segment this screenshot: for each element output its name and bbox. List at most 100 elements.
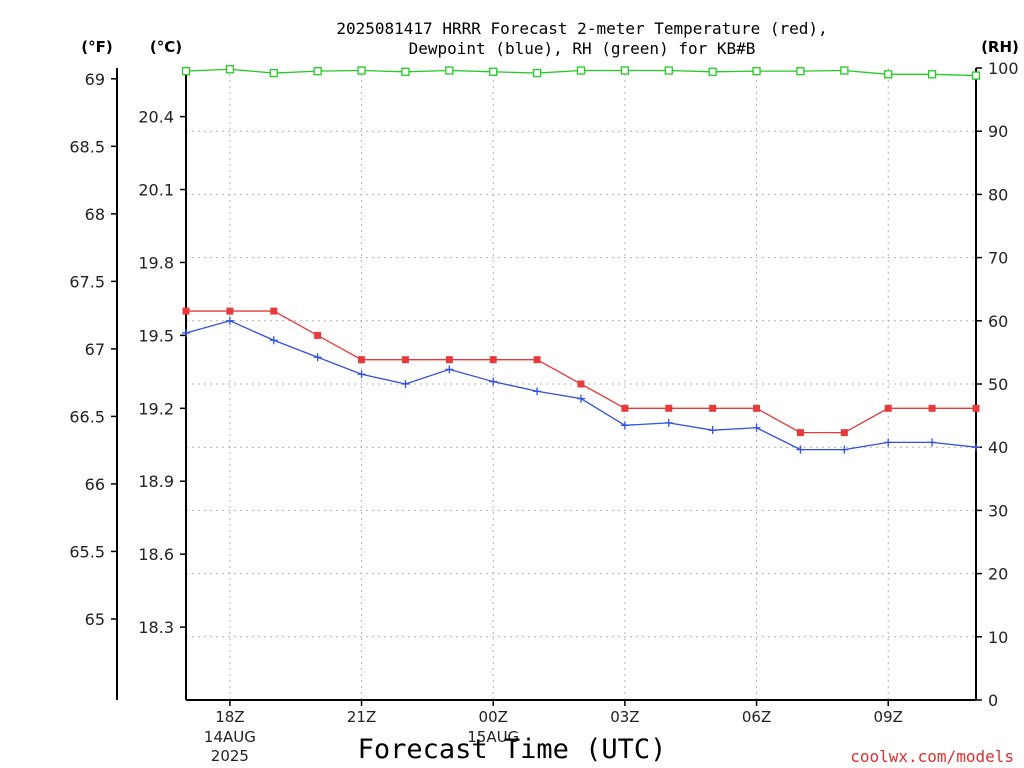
rh-tick-label: 0 [988, 691, 998, 710]
rh-tick-label: 30 [988, 501, 1008, 520]
rh-tick-label: 50 [988, 375, 1008, 394]
dewpoint-point [840, 445, 849, 454]
temperature-point [401, 356, 409, 364]
fahrenheit-tick-label: 67 [85, 340, 105, 359]
rh-point [971, 71, 981, 80]
temperature-point [314, 331, 322, 339]
dewpoint-point [182, 328, 190, 337]
fahrenheit-tick-label: 68 [85, 205, 105, 224]
rh-unit-label: (RH) [981, 38, 1019, 56]
x-tick-year-label: 2025 [211, 747, 249, 765]
temperature-point [972, 404, 980, 412]
tick-labels: 18.3 18.6 18.9 19.2 19.5 19.8 20.1 20.4 65 65.5 66… [69, 59, 1018, 765]
fahrenheit-tick-label: 68.5 [69, 137, 105, 156]
temperature-point [665, 404, 673, 412]
rh-point [181, 67, 191, 76]
temperature-point [840, 429, 848, 437]
temperature-point [533, 356, 541, 364]
celsius-tick-label: 20.1 [138, 181, 174, 200]
dewpoint-point [225, 316, 234, 325]
rh-tick-label: 20 [988, 565, 1008, 584]
rh-tick-label: 10 [988, 628, 1008, 647]
fahrenheit-tick-label: 67.5 [69, 272, 105, 291]
celsius-tick-label: 19.5 [138, 326, 174, 345]
temperature-point [884, 404, 892, 412]
dewpoint-point [357, 370, 366, 379]
rh-point [269, 68, 278, 78]
celsius-tick-label: 20.4 [138, 108, 174, 127]
rh-tick-label: 80 [988, 185, 1008, 204]
rh-tick-label: 40 [988, 438, 1008, 457]
chart-title-line2: Dewpoint (blue), RH (green) for KB#B [409, 39, 756, 58]
dewpoint-point [620, 421, 629, 430]
rh-point [840, 66, 849, 75]
celsius-tick-label: 19.8 [138, 253, 174, 272]
x-tick-date-label: 15AUG [467, 728, 519, 746]
temperature-point [358, 356, 366, 364]
rh-point [884, 70, 893, 79]
rh-point [445, 66, 454, 75]
temperature-line [186, 310, 976, 434]
dewpoint-point [752, 423, 761, 432]
dewpoint-point [884, 438, 893, 447]
dewpoint-point [533, 387, 542, 396]
temperature-point [489, 356, 497, 364]
dewpoint-point [928, 438, 937, 447]
rh-point [401, 67, 410, 76]
temperature-point [796, 429, 804, 437]
temperature-point [577, 380, 585, 388]
rh-point [532, 68, 542, 78]
x-tick-label: 09Z [874, 708, 903, 726]
celsius-tick-label: 19.2 [138, 399, 174, 418]
x-tick-label: 18Z [215, 708, 244, 726]
fahrenheit-tick-label: 69 [85, 70, 105, 89]
dewpoint-point [269, 336, 278, 345]
fahrenheit-tick-label: 65 [85, 610, 105, 629]
rh-point [664, 66, 673, 75]
rh-tick-label: 100 [988, 59, 1019, 78]
chart-title-line1: 2025081417 HRRR Forecast 2-meter Tempera… [336, 19, 827, 38]
celsius-unit-label: (°C) [150, 38, 182, 56]
x-axis-label: Forecast Time (UTC) [358, 734, 667, 765]
dewpoint-point [313, 353, 322, 362]
source-credit: coolwx.com/models [850, 747, 1014, 766]
fahrenheit-tick-label: 66.5 [69, 407, 105, 426]
dewpoint-point [445, 365, 454, 374]
fahrenheit-unit-label: (°F) [81, 38, 112, 56]
rh-tick-label: 70 [988, 249, 1008, 268]
temperature-point [928, 404, 936, 412]
dewpoint-point [401, 380, 410, 388]
x-tick-label: 03Z [610, 708, 639, 726]
dewpoint-point [577, 394, 585, 403]
fahrenheit-tick-label: 66 [85, 475, 105, 494]
x-tick-date-label: 14AUG [204, 728, 256, 746]
temperature-point [445, 356, 453, 364]
temperature-point [226, 307, 234, 315]
dewpoint-point [796, 445, 805, 454]
fahrenheit-tick-label: 65.5 [69, 542, 105, 561]
celsius-tick-label: 18.3 [138, 618, 174, 637]
celsius-tick-label: 18.6 [138, 545, 174, 564]
dewpoint-point [664, 418, 673, 427]
temperature-point [753, 404, 761, 412]
rh-tick-label: 60 [988, 312, 1008, 331]
rh-point [313, 67, 322, 76]
temperature-point [621, 404, 629, 412]
rh-point [576, 66, 586, 75]
rh-point [752, 67, 761, 76]
temperature-point [182, 307, 190, 315]
temperature-point [270, 307, 278, 315]
data-series [181, 65, 981, 454]
rh-point [225, 65, 235, 74]
x-tick-label: 06Z [742, 708, 771, 726]
rh-point [927, 70, 937, 79]
celsius-tick-label: 18.9 [138, 472, 174, 491]
dewpoint-point [489, 377, 498, 386]
dewpoint-point [708, 426, 717, 435]
rh-point [357, 66, 366, 75]
rh-point [708, 67, 717, 76]
rh-tick-label: 90 [988, 122, 1008, 141]
dewpoint-point [972, 443, 980, 452]
rh-point [796, 67, 805, 76]
